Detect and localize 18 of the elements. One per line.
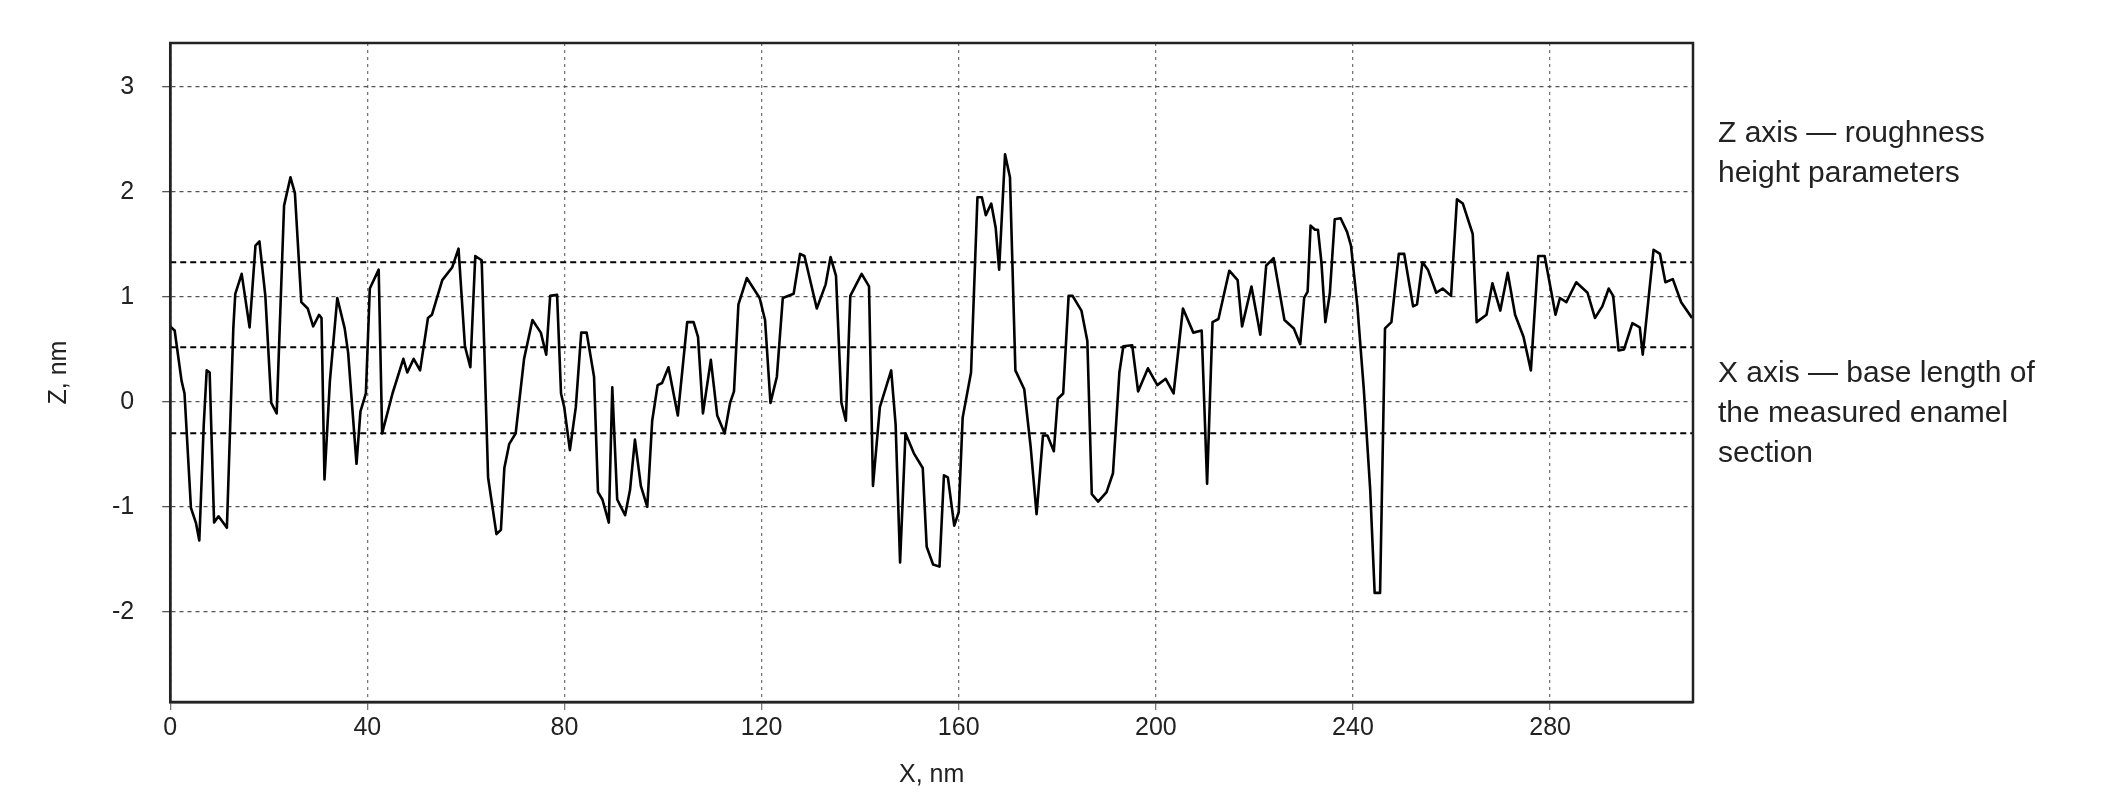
x-tick-label: 280 [1529, 711, 1571, 740]
y-tick-label: 0 [120, 385, 135, 414]
y-tick-label: -1 [111, 490, 135, 519]
x-tick-label: 0 [163, 711, 178, 740]
x-axis-title: X, nm [898, 758, 965, 787]
x-tick-label: 40 [353, 711, 382, 740]
text: Z axis — roughness height parameters [1718, 114, 1986, 190]
y-tick-label: 3 [120, 70, 135, 99]
x-tick-label: 160 [937, 711, 980, 740]
y-tick-label: -2 [111, 595, 135, 624]
x-tick-label: 240 [1332, 711, 1374, 740]
x-tick-label: 200 [1134, 711, 1177, 740]
y-tick-label: 1 [120, 280, 135, 309]
y-axis-title: Z, nm [42, 340, 71, 405]
x-tick-label: 80 [550, 711, 579, 740]
x-tick-label: 120 [740, 711, 783, 740]
text: X axis — base length of the measured enamel section [1718, 354, 2036, 470]
y-tick-label: 2 [120, 175, 135, 204]
